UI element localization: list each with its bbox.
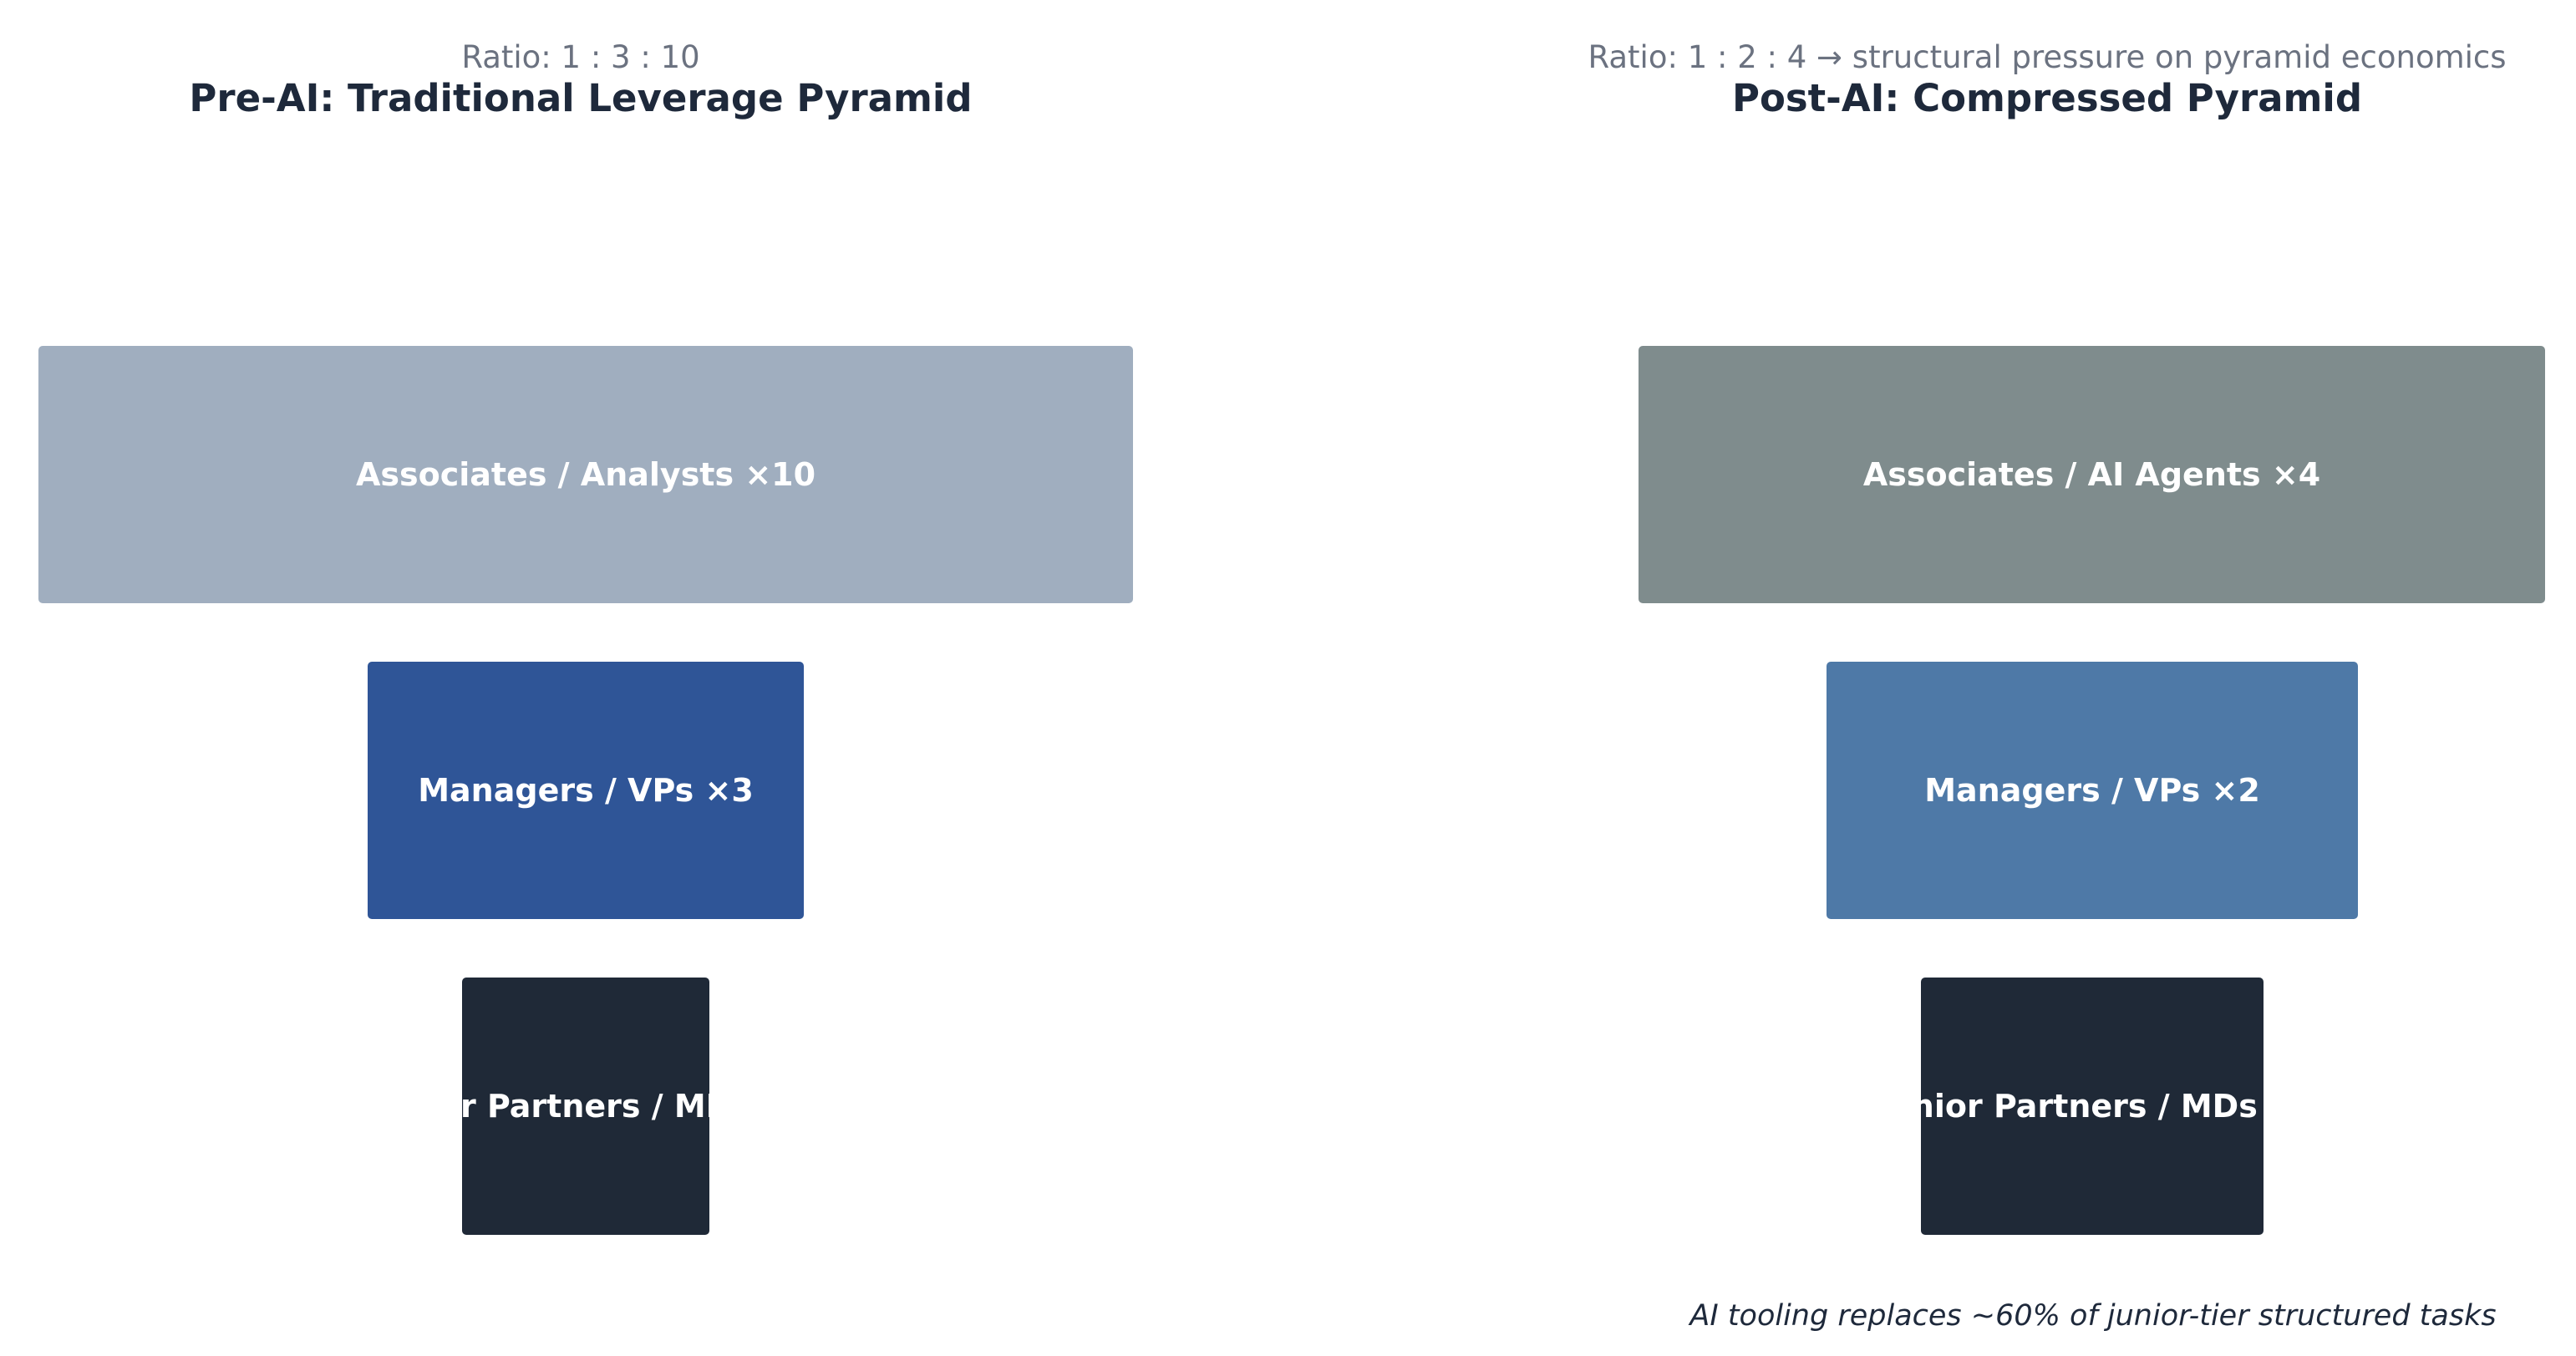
post-ai-tier-managers-label: Managers / VPs ×2 — [1924, 772, 2260, 809]
post-ai-tier-associates: Associates / AI Agents ×4 — [1639, 346, 2545, 603]
pre-ai-tier-managers: Managers / VPs ×3 — [368, 662, 804, 919]
post-ai-title: Post-AI: Compressed Pyramid — [1731, 76, 2363, 120]
pre-ai-tier-associates-label: Associates / Analysts ×10 — [355, 456, 816, 493]
post-ai-tier-managers: Managers / VPs ×2 — [1827, 662, 2358, 919]
pre-ai-ratio-subtitle: Ratio: 1 : 3 : 10 — [461, 39, 700, 75]
post-ai-tier-partners: Senior Partners / MDs ×1 — [1921, 978, 2264, 1235]
pre-ai-title: Pre-AI: Traditional Leverage Pyramid — [189, 76, 973, 120]
post-ai-footnote: AI tooling replaces ~60% of junior-tier … — [1689, 1299, 2497, 1333]
pre-ai-tier-partners: Senior Partners / MDs ×1 — [462, 978, 709, 1235]
pre-ai-tier-associates: Associates / Analysts ×10 — [38, 346, 1133, 603]
post-ai-tier-partners-label: Senior Partners / MDs ×1 — [1921, 1088, 2264, 1125]
pre-ai-tier-partners-label: Senior Partners / MDs ×1 — [462, 1088, 709, 1125]
post-ai-tier-associates-label: Associates / AI Agents ×4 — [1862, 456, 2321, 493]
post-ai-ratio-subtitle: Ratio: 1 : 2 : 4 → structural pressure o… — [1588, 39, 2507, 75]
pre-ai-tier-managers-label: Managers / VPs ×3 — [418, 772, 754, 809]
